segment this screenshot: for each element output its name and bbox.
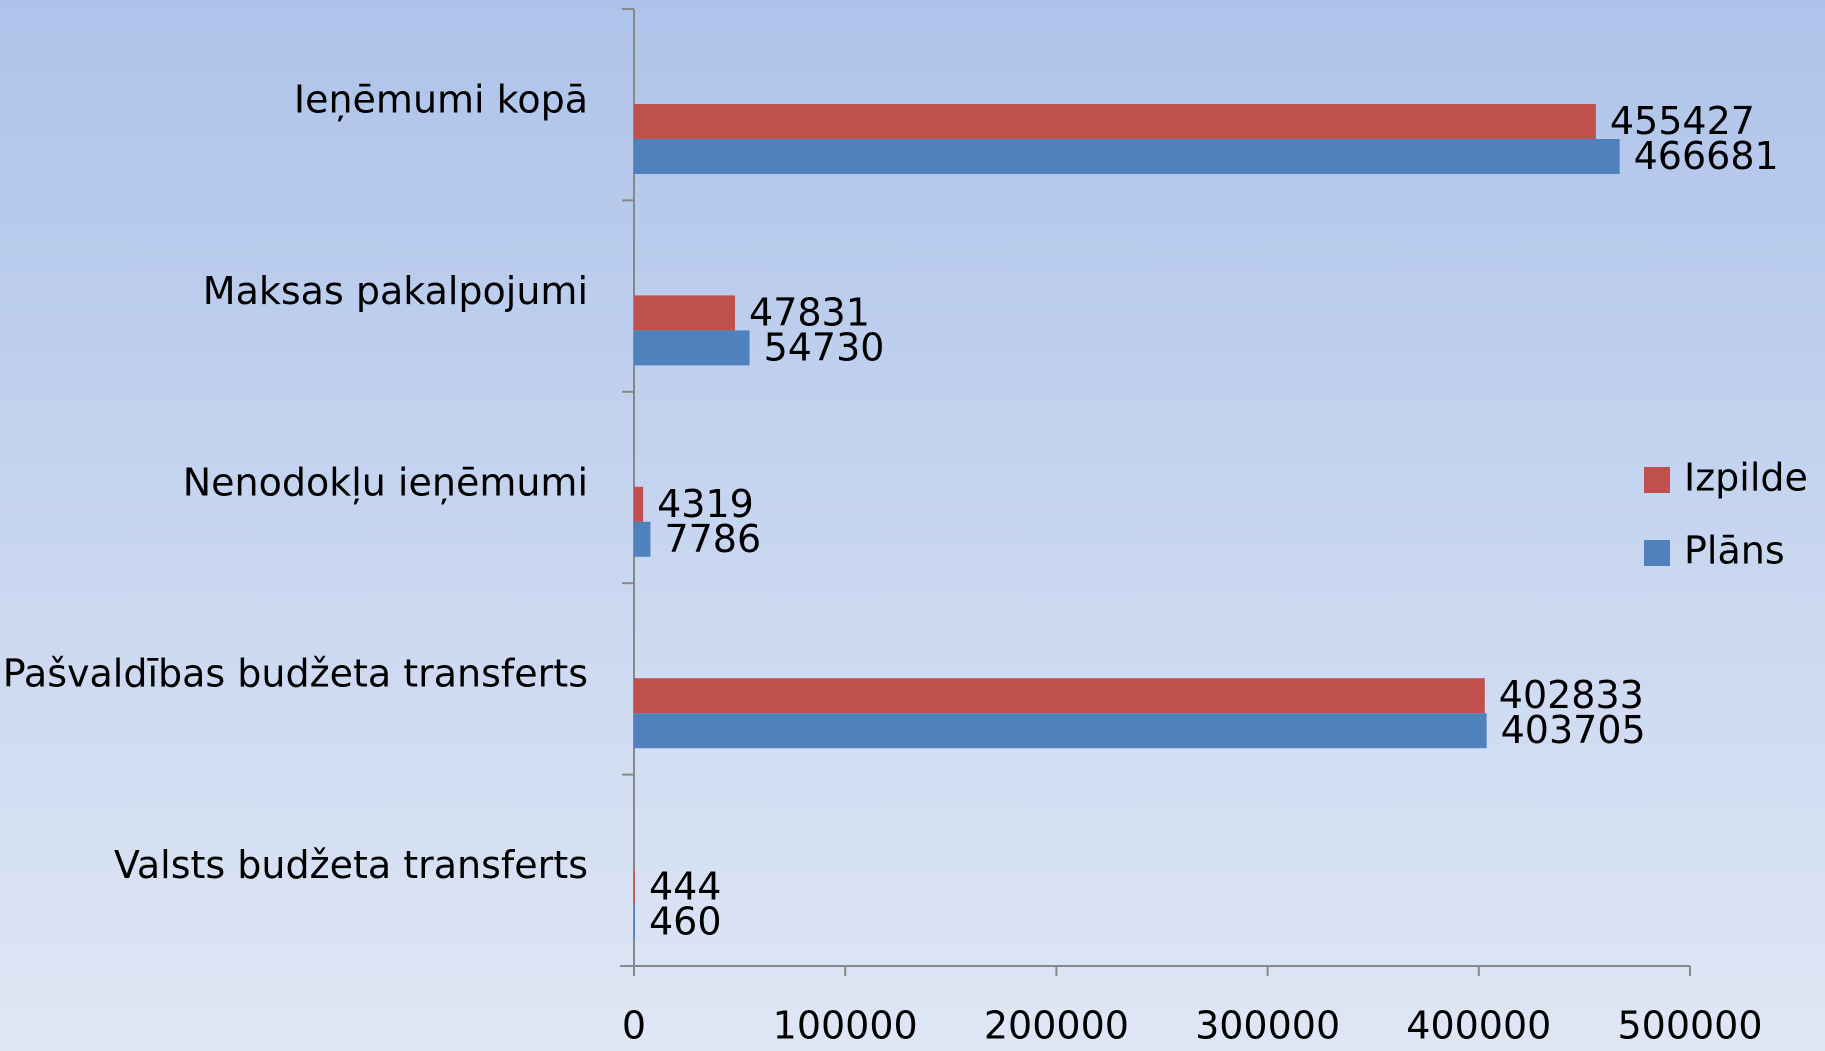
data-label: 47831	[749, 290, 870, 334]
x-tick-label: 400000	[1406, 1004, 1551, 1048]
data-label: 7786	[664, 517, 761, 561]
x-tick-label: 0	[622, 1004, 646, 1048]
bar	[634, 139, 1620, 174]
data-label: 4319	[657, 482, 754, 526]
category-label: Pašvaldības budžeta transferts	[3, 652, 588, 696]
legend-swatch	[1644, 467, 1670, 493]
category-label: Valsts budžeta transferts	[114, 843, 588, 887]
bar	[634, 678, 1485, 714]
category-label: Maksas pakalpojumi	[203, 269, 588, 313]
x-tick-label: 100000	[773, 1004, 918, 1048]
data-label: 403705	[1501, 708, 1646, 752]
data-label: 54730	[764, 325, 885, 369]
category-label: Nenodokļu ieņēmumi	[183, 460, 588, 504]
bar	[634, 104, 1596, 139]
bar	[634, 521, 651, 557]
data-label: 460	[649, 900, 722, 944]
bar	[634, 713, 1487, 749]
bar	[634, 486, 644, 522]
x-tick-label: 500000	[1617, 1004, 1762, 1048]
data-label: 402833	[1499, 673, 1644, 717]
legend-label: Izpilde	[1684, 456, 1808, 500]
legend-swatch	[1644, 540, 1670, 566]
data-label: 444	[649, 865, 722, 909]
bar	[634, 869, 635, 905]
category-label: Ieņēmumi kopā	[294, 78, 588, 122]
x-tick-label: 200000	[984, 1004, 1129, 1048]
bar	[634, 904, 635, 940]
x-tick-label: 300000	[1195, 1004, 1340, 1048]
data-label: 455427	[1610, 99, 1755, 143]
data-label: 466681	[1634, 134, 1779, 178]
legend-label: Plāns	[1684, 529, 1785, 573]
bar	[634, 295, 736, 331]
bar	[634, 330, 750, 366]
